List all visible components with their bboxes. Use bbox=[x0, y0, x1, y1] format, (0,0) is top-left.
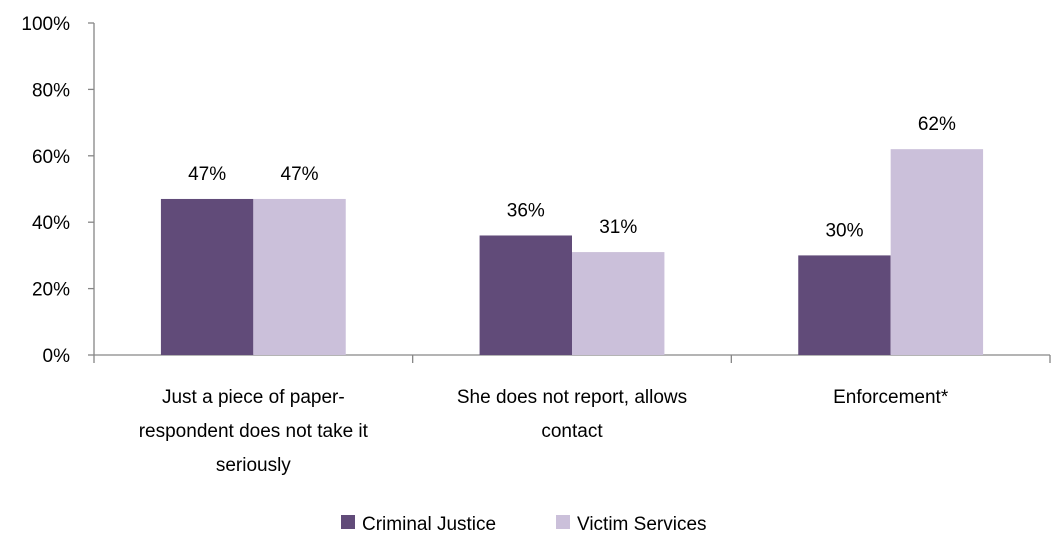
category-label-line: respondent does not take it bbox=[139, 421, 369, 442]
y-tick-label: 0% bbox=[43, 346, 71, 367]
data-label: 31% bbox=[599, 217, 637, 238]
y-tick-label: 20% bbox=[32, 280, 70, 301]
data-label: 47% bbox=[281, 164, 319, 185]
category-label: She does not report, allows contact bbox=[457, 387, 687, 442]
legend-label: Victim Services bbox=[577, 514, 707, 535]
data-label: 36% bbox=[507, 200, 545, 221]
category-label-line: seriously bbox=[216, 455, 291, 476]
x-ticks bbox=[93, 355, 1051, 363]
bar-victim-services bbox=[890, 149, 984, 355]
data-labels: 47% 47% 36% 31% 30% 62% bbox=[188, 114, 956, 241]
legend: Criminal Justice Victim Services bbox=[341, 514, 707, 535]
legend-label: Criminal Justice bbox=[362, 514, 496, 535]
category-label: Just a piece of paper-respondent does no… bbox=[139, 387, 369, 476]
y-tick-label: 80% bbox=[32, 80, 70, 101]
bar-criminal-justice bbox=[798, 255, 891, 355]
category-label-line: Just a piece of paper- bbox=[162, 387, 345, 408]
category-label-line: contact bbox=[541, 421, 603, 442]
category-label-line: She does not report, allows bbox=[457, 387, 687, 408]
y-tick-label: 40% bbox=[32, 213, 70, 234]
bar-victim-services bbox=[572, 252, 665, 355]
bar-criminal-justice bbox=[160, 198, 254, 355]
legend-swatch bbox=[556, 515, 570, 529]
y-tick-label: 60% bbox=[32, 147, 70, 168]
bar-victim-services bbox=[253, 198, 346, 355]
bars bbox=[160, 149, 984, 355]
y-ticks: 0% 20% 40% 60% 80% 100% bbox=[21, 14, 94, 367]
data-label: 62% bbox=[918, 114, 956, 135]
y-tick-label: 100% bbox=[21, 14, 70, 35]
category-label-line: Enforcement* bbox=[833, 387, 949, 408]
category-label: Enforcement* bbox=[833, 387, 949, 408]
bar-criminal-justice bbox=[479, 235, 572, 355]
legend-swatch bbox=[341, 515, 355, 529]
category-labels: Just a piece of paper-respondent does no… bbox=[139, 387, 949, 476]
data-label: 30% bbox=[825, 220, 863, 241]
data-label: 47% bbox=[188, 164, 226, 185]
